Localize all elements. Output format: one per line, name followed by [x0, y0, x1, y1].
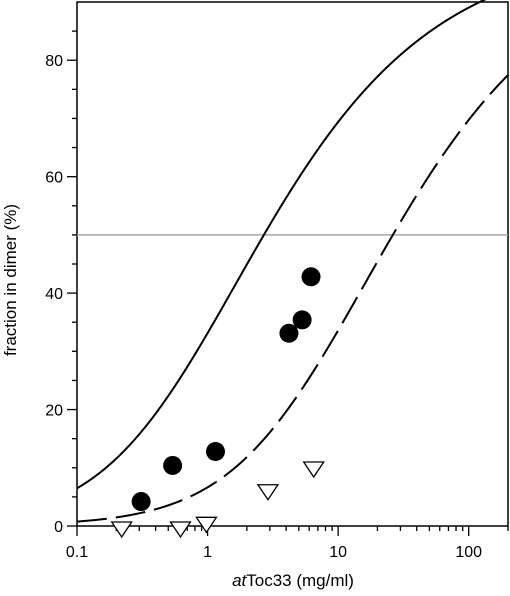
x-tick-label: 0.1 — [66, 544, 88, 561]
y-axis: 0 20 40 60 80 — [45, 30, 77, 536]
data-points — [110, 267, 325, 539]
filled-circle-point — [279, 323, 299, 343]
open-triangle-point — [256, 484, 280, 501]
y-tick-label: 40 — [45, 286, 63, 303]
fit-curves — [76, 0, 509, 523]
x-axis: 0.1 1 10 100 — [66, 526, 509, 561]
filled-circle-point — [292, 310, 312, 330]
filled-circle-point — [163, 455, 183, 475]
y-tick-label: 0 — [54, 519, 63, 536]
x-tick-label: 10 — [329, 544, 347, 561]
plot-border — [76, 1, 509, 527]
x-axis-title-rest: Toc33 (mg/ml) — [246, 571, 354, 590]
x-axis-title-italic: at — [232, 571, 247, 590]
open-triangle-point — [169, 521, 192, 539]
filled-circle-point — [131, 492, 151, 512]
y-axis-title: fraction in dimer (%) — [1, 204, 20, 356]
x-axis-title: atToc33 (mg/ml) — [232, 571, 354, 590]
x-tick-label: 1 — [203, 544, 212, 561]
fit-curve-2 — [76, 74, 509, 523]
y-tick-label: 60 — [45, 170, 63, 187]
filled-circle-point — [205, 441, 225, 461]
open-triangle-point — [302, 461, 325, 479]
y-tick-label: 80 — [45, 53, 63, 70]
open-triangle-point — [195, 516, 218, 534]
filled-circle-point — [301, 267, 321, 287]
y-tick-label: 20 — [45, 403, 63, 420]
fit-curve-1 — [76, 0, 487, 490]
plot-frame — [76, 1, 509, 527]
open-triangle-point — [110, 521, 133, 539]
x-tick-label: 100 — [455, 544, 482, 561]
